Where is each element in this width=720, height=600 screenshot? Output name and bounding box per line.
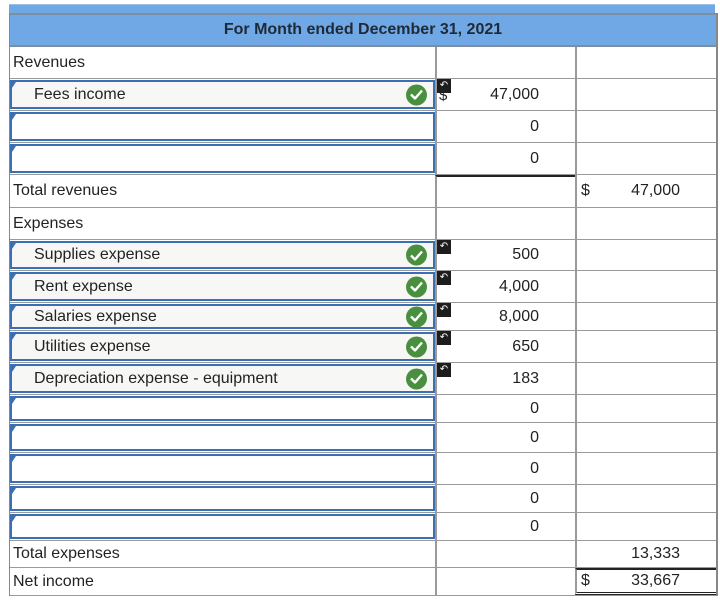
table-row: Rent expense ↶ 4,000 — [10, 271, 716, 303]
check-circle-icon — [406, 306, 427, 327]
total-expenses-value: 13,333 — [575, 541, 716, 567]
account-input-empty[interactable] — [10, 454, 435, 483]
page-title: For Month ended December 31, 2021 — [10, 13, 716, 47]
check-circle-icon — [406, 244, 427, 266]
amount-cell[interactable]: 0 — [435, 395, 575, 422]
section-revenues: Revenues — [10, 47, 716, 79]
check-circle-icon — [406, 368, 427, 389]
input-flag-icon — [12, 274, 16, 280]
total-revenues-row: Total revenues $ 47,000 — [10, 175, 716, 208]
undo-arrow-icon[interactable]: ↶ — [437, 240, 451, 254]
undo-arrow-icon[interactable]: ↶ — [437, 271, 451, 285]
input-flag-icon — [12, 488, 16, 494]
table-row: 0 — [10, 111, 716, 143]
total-revenues-value: $ 47,000 — [575, 175, 716, 207]
table-row: 0 — [10, 513, 716, 541]
input-flag-icon — [12, 306, 16, 312]
account-input-empty[interactable] — [10, 144, 435, 173]
account-input-supplies-expense[interactable]: Supplies expense — [10, 241, 435, 269]
amount-cell[interactable]: ↶ 500 — [435, 240, 575, 270]
account-input-empty[interactable] — [10, 486, 435, 511]
account-input-fees-income[interactable]: Fees income — [10, 80, 435, 109]
table-row: 0 — [10, 395, 716, 423]
amount-cell[interactable]: 0 — [435, 453, 575, 484]
account-input-rent-expense[interactable]: Rent expense — [10, 272, 435, 301]
amount-cell[interactable]: 0 — [435, 111, 575, 142]
table-row: 0 — [10, 423, 716, 453]
input-flag-icon — [12, 82, 16, 88]
input-flag-icon — [12, 398, 16, 404]
undo-arrow-icon[interactable]: ↶ — [437, 363, 451, 377]
expenses-label: Expenses — [13, 214, 84, 232]
net-income-label: Net income — [13, 572, 94, 590]
input-flag-icon — [12, 456, 16, 462]
check-circle-icon — [406, 336, 427, 357]
account-input-salaries-expense[interactable]: Salaries expense — [10, 304, 435, 329]
account-input-empty[interactable] — [10, 396, 435, 421]
total-expenses-row: Total expenses 13,333 — [10, 541, 716, 568]
net-income-row: Net income $ 33,667 — [10, 568, 716, 596]
account-input-empty[interactable] — [10, 514, 435, 539]
amount-cell[interactable]: 0 — [435, 513, 575, 540]
amount-cell[interactable]: 0 — [435, 143, 575, 174]
amount-cell[interactable]: ↶ 4,000 — [435, 271, 575, 302]
account-input-utilities-expense[interactable]: Utilities expense — [10, 332, 435, 361]
income-statement-table: For Month ended December 31, 2021 Revenu… — [9, 13, 718, 596]
input-flag-icon — [12, 426, 16, 432]
check-circle-icon — [406, 84, 427, 105]
amount-cell[interactable]: ↶ $ 47,000 — [435, 79, 575, 110]
amount-cell[interactable]: ↶ 183 — [435, 363, 575, 394]
amount-cell[interactable]: 0 — [435, 485, 575, 512]
input-flag-icon — [12, 146, 16, 152]
table-row: Salaries expense ↶ 8,000 — [10, 303, 716, 331]
check-circle-icon — [406, 276, 427, 297]
revenues-label: Revenues — [13, 53, 86, 71]
amount-cell[interactable]: 0 — [435, 423, 575, 452]
total-revenues-label: Total revenues — [13, 182, 118, 199]
input-flag-icon — [12, 114, 16, 120]
table-row: Utilities expense ↶ 650 — [10, 331, 716, 363]
table-row: 0 — [10, 453, 716, 485]
table-row: Supplies expense ↶ 500 — [10, 240, 716, 271]
section-expenses: Expenses — [10, 208, 716, 240]
input-flag-icon — [12, 334, 16, 340]
total-expenses-label: Total expenses — [13, 545, 120, 562]
top-band — [9, 4, 715, 14]
table-row: Depreciation expense - equipment ↶ 183 — [10, 363, 716, 395]
undo-arrow-icon[interactable]: ↶ — [437, 303, 451, 317]
net-income-value: $ 33,667 — [575, 568, 716, 595]
table-row: Fees income ↶ $ 47,000 — [10, 79, 716, 111]
input-flag-icon — [12, 516, 16, 522]
table-row: 0 — [10, 143, 716, 175]
table-row: 0 — [10, 485, 716, 513]
input-flag-icon — [12, 366, 16, 372]
input-flag-icon — [12, 243, 16, 249]
amount-cell[interactable]: ↶ 650 — [435, 331, 575, 362]
account-input-empty[interactable] — [10, 424, 435, 451]
account-input-empty[interactable] — [10, 112, 435, 141]
amount-cell[interactable]: ↶ 8,000 — [435, 303, 575, 330]
account-input-depreciation-expense[interactable]: Depreciation expense - equipment — [10, 364, 435, 393]
undo-arrow-icon[interactable]: ↶ — [437, 79, 451, 93]
undo-arrow-icon[interactable]: ↶ — [437, 331, 451, 345]
